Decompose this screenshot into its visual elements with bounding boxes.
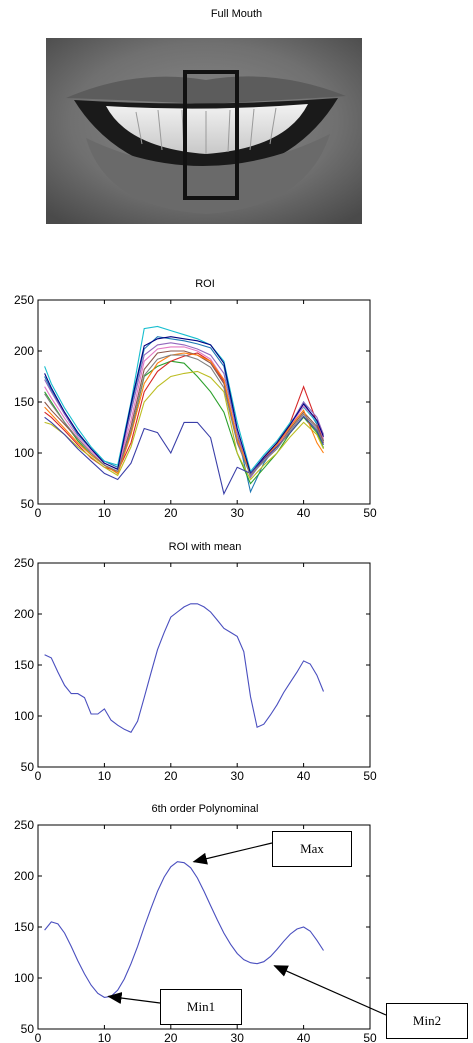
mouth-photo xyxy=(46,38,362,224)
chart-2-title: ROI with mean xyxy=(168,541,242,553)
mouth-photo-image xyxy=(46,38,362,224)
x-tick-label: 30 xyxy=(231,769,245,783)
x-tick-label: 0 xyxy=(35,506,42,520)
y-tick-label: 150 xyxy=(14,395,34,409)
plot-frame xyxy=(37,299,371,505)
series-line-8 xyxy=(44,370,324,481)
y-tick-label: 250 xyxy=(14,819,34,832)
roi-chart: 0 10 20 30 40 50 50 100 150 200 250 xyxy=(14,294,377,520)
annotation-arrow xyxy=(107,992,161,1004)
y-tick-label: 150 xyxy=(14,920,34,934)
series-line-7 xyxy=(44,346,325,477)
plot-frame xyxy=(37,562,371,768)
x-tick-label: 40 xyxy=(297,1031,311,1043)
x-tick-label: 0 xyxy=(35,1031,42,1043)
annotation-arrow xyxy=(273,965,387,1016)
series-line-9 xyxy=(44,352,324,475)
y-tick-label: 50 xyxy=(21,497,35,511)
annotation-label-min1: Min1 xyxy=(160,989,242,1025)
chart-3-title: 6th order Polynominal xyxy=(151,803,259,815)
x-tick-label: 50 xyxy=(363,1031,377,1043)
x-tick-label: 0 xyxy=(35,769,42,783)
y-tick-label: 150 xyxy=(14,658,34,672)
annotation-label-max: Max xyxy=(272,831,352,867)
series-line-10 xyxy=(44,336,325,475)
roi-mean-chart: 0 10 20 30 40 50 50 100 150 200 250 xyxy=(14,557,377,783)
series-line-1 xyxy=(44,861,324,998)
y-tick-label: 50 xyxy=(21,760,35,774)
photo-title: Full Mouth xyxy=(210,8,263,20)
y-tick-label: 100 xyxy=(14,709,34,723)
chart-1-title: ROI xyxy=(195,278,215,290)
y-tick-label: 200 xyxy=(14,607,34,621)
y-tick-label: 100 xyxy=(14,971,34,985)
x-tick-label: 50 xyxy=(363,769,377,783)
x-tick-label: 30 xyxy=(231,506,245,520)
x-tick-label: 40 xyxy=(297,506,311,520)
series-line-4 xyxy=(44,325,324,473)
series-line-12 xyxy=(44,354,324,477)
y-tick-label: 200 xyxy=(14,869,34,883)
x-tick-label: 30 xyxy=(231,1031,245,1043)
x-tick-label: 40 xyxy=(297,769,311,783)
y-tick-label: 50 xyxy=(21,1022,35,1036)
x-tick-label: 20 xyxy=(164,506,178,520)
y-tick-label: 250 xyxy=(14,294,34,307)
x-tick-label: 10 xyxy=(98,1031,112,1043)
y-tick-label: 200 xyxy=(14,344,34,358)
annotation-arrow xyxy=(192,842,273,865)
y-tick-label: 250 xyxy=(14,557,34,570)
y-tick-label: 100 xyxy=(14,446,34,460)
x-tick-label: 10 xyxy=(98,769,112,783)
x-tick-label: 50 xyxy=(363,506,377,520)
x-tick-label: 10 xyxy=(98,506,112,520)
x-tick-label: 20 xyxy=(164,769,178,783)
roi-box xyxy=(183,70,239,200)
x-tick-label: 20 xyxy=(164,1031,178,1043)
series-line-1 xyxy=(44,603,325,734)
annotation-label-min2: Min2 xyxy=(386,1003,468,1039)
